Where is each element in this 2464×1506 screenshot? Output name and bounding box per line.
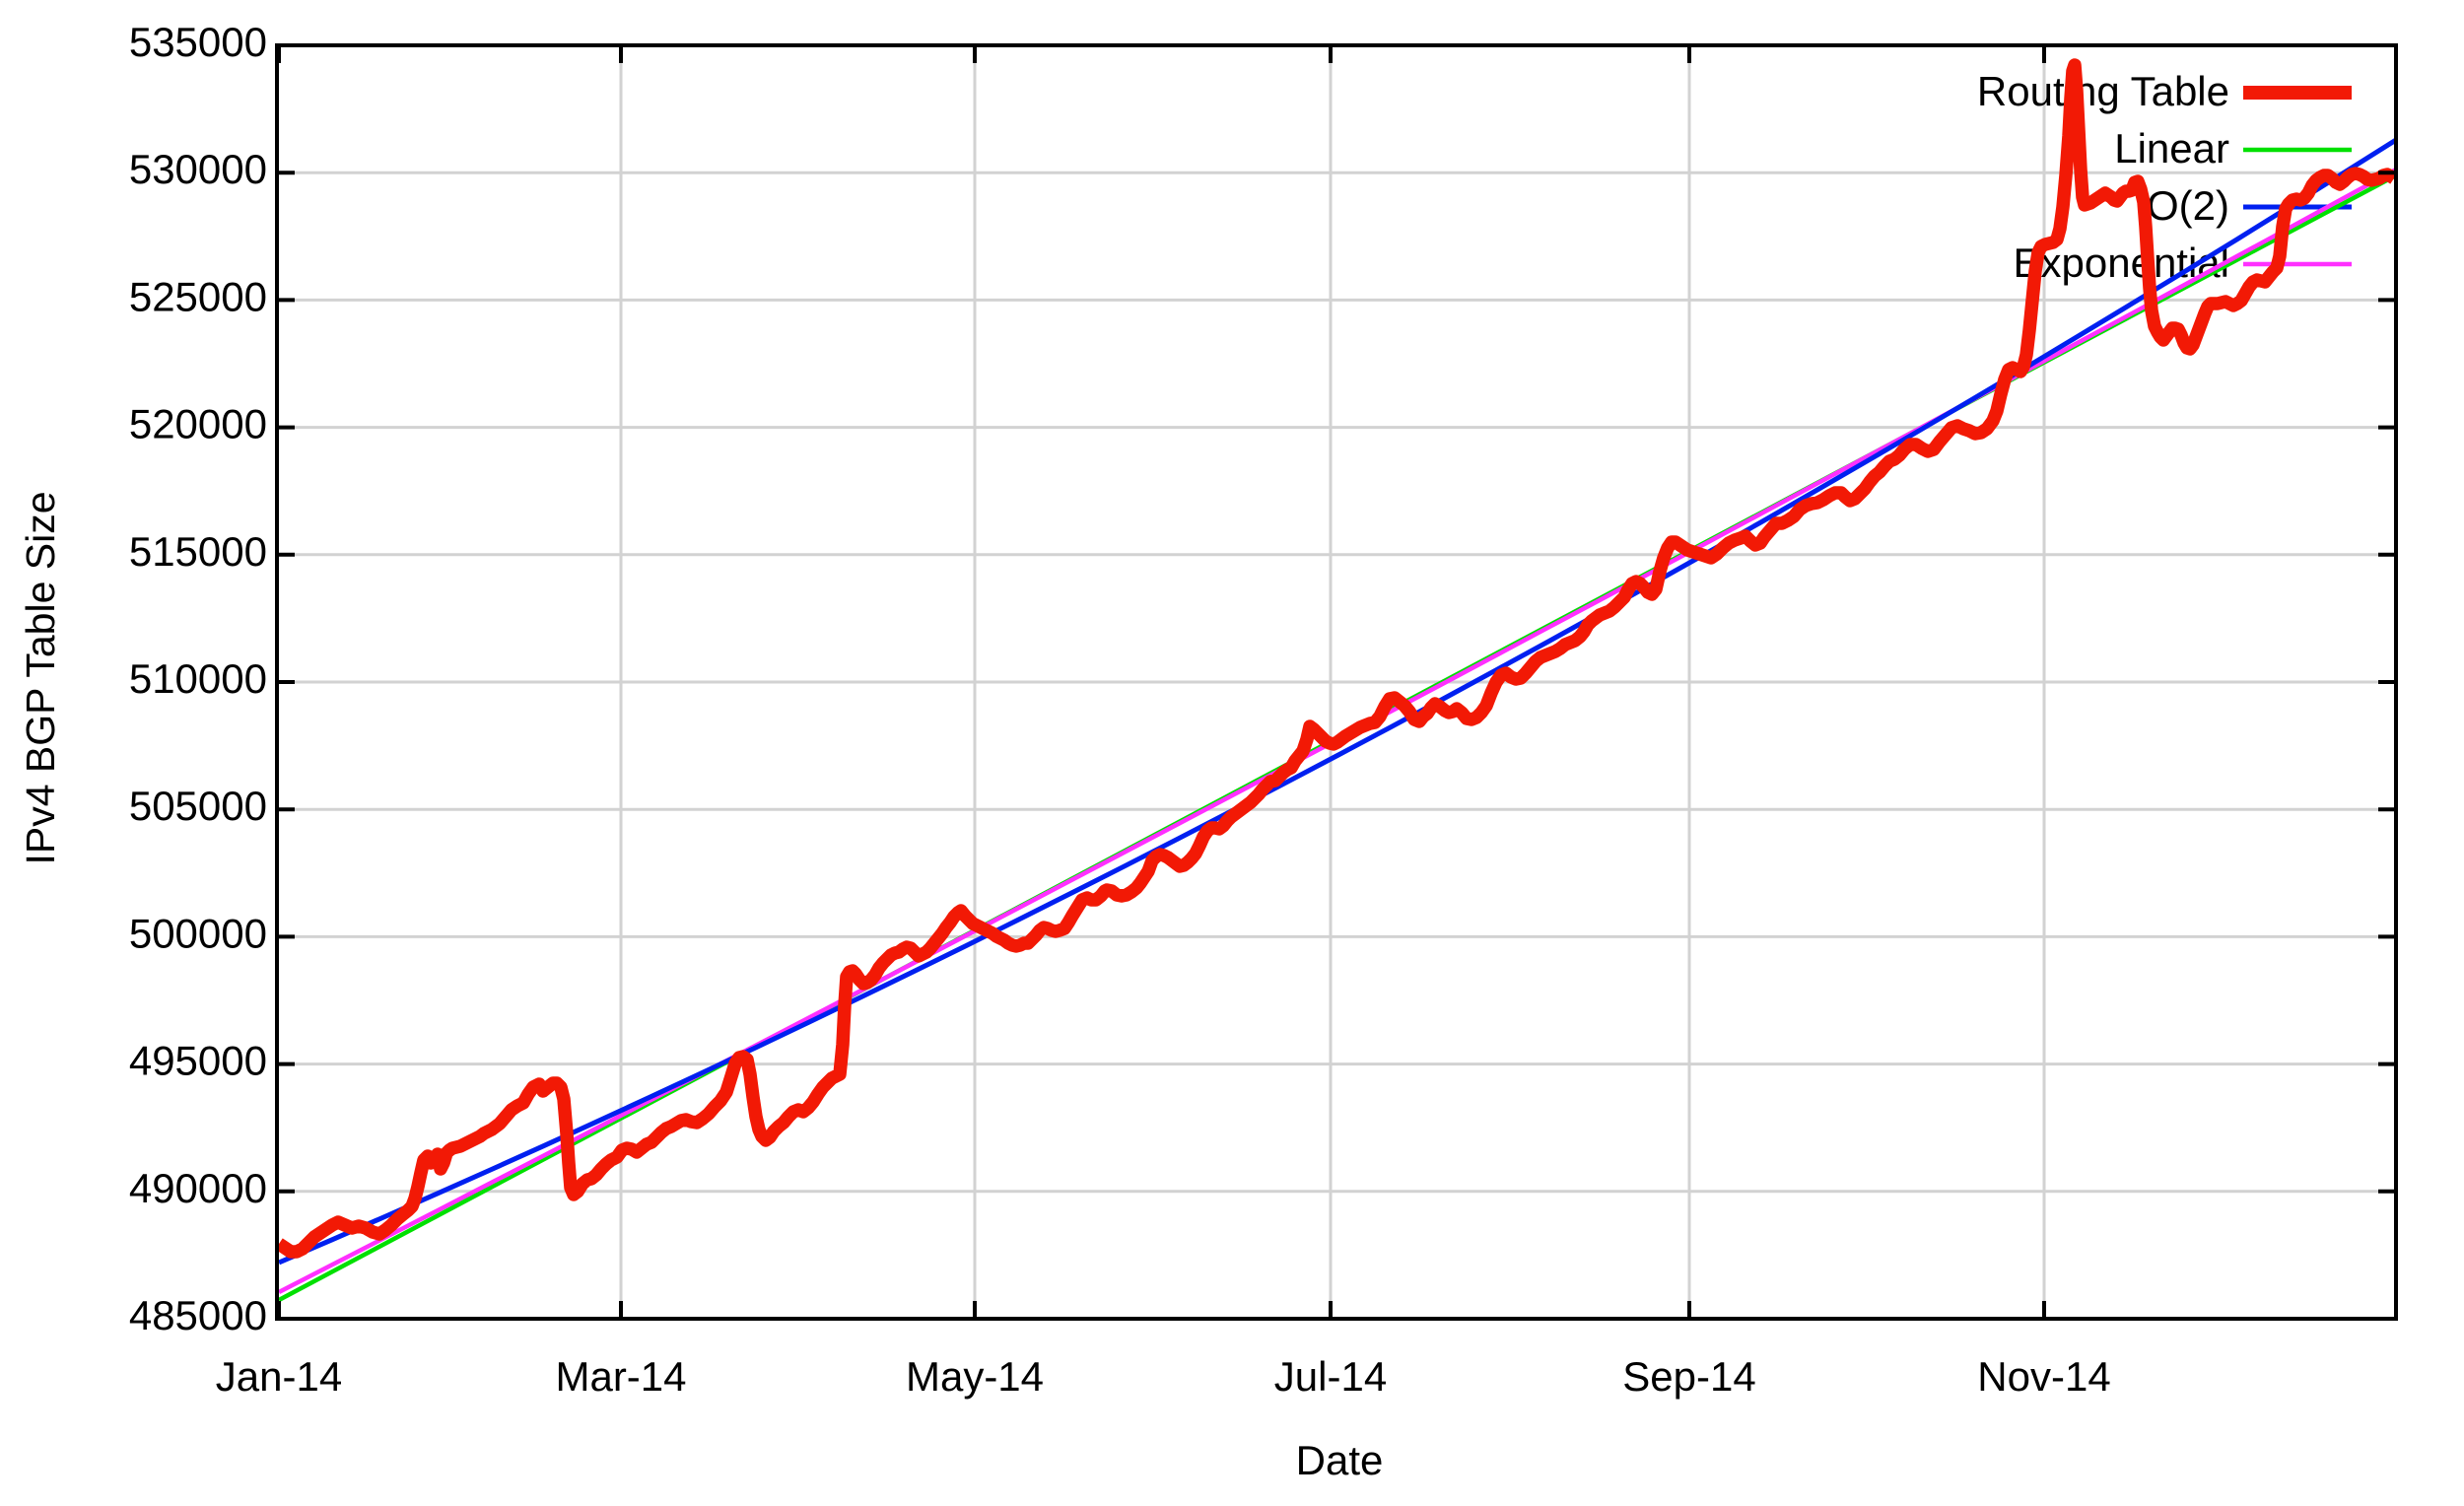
svg-text:485000: 485000 xyxy=(129,1292,267,1338)
svg-text:Nov-14: Nov-14 xyxy=(1977,1353,2110,1400)
svg-text:510000: 510000 xyxy=(129,655,267,702)
svg-text:495000: 495000 xyxy=(129,1038,267,1084)
svg-text:Mar-14: Mar-14 xyxy=(555,1353,686,1400)
svg-text:525000: 525000 xyxy=(129,273,267,319)
svg-text:Jan-14: Jan-14 xyxy=(216,1353,342,1400)
svg-text:IPv4 BGP Table Size: IPv4 BGP Table Size xyxy=(18,491,63,864)
svg-text:May-14: May-14 xyxy=(906,1353,1044,1400)
svg-text:500000: 500000 xyxy=(129,910,267,956)
svg-text:Date: Date xyxy=(1296,1437,1384,1483)
svg-text:Linear: Linear xyxy=(2114,125,2229,171)
svg-text:505000: 505000 xyxy=(129,783,267,829)
svg-text:515000: 515000 xyxy=(129,528,267,575)
svg-text:520000: 520000 xyxy=(129,401,267,447)
svg-text:490000: 490000 xyxy=(129,1165,267,1211)
svg-text:O(2): O(2) xyxy=(2147,182,2229,229)
svg-text:Jul-14: Jul-14 xyxy=(1274,1353,1387,1400)
svg-text:Sep-14: Sep-14 xyxy=(1622,1353,1755,1400)
svg-text:535000: 535000 xyxy=(129,19,267,65)
svg-text:530000: 530000 xyxy=(129,146,267,192)
svg-text:Routing Table: Routing Table xyxy=(1977,68,2229,114)
